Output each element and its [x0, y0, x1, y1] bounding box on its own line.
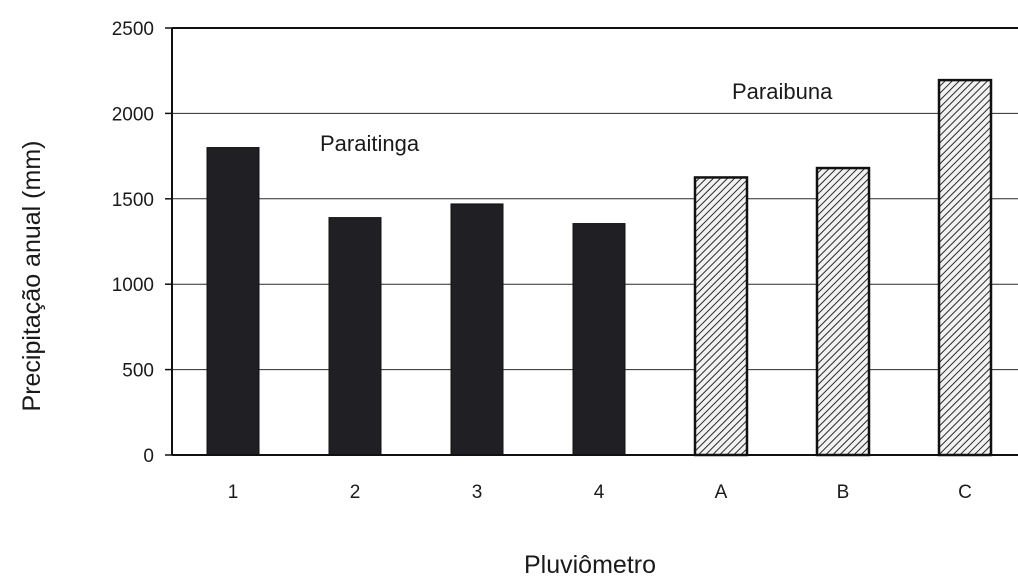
y-tick-label-2000: 2000 — [112, 104, 154, 125]
bar-c — [937, 78, 993, 457]
bar-1 — [206, 147, 260, 456]
group-label-paraibuna: Paraibuna — [732, 79, 833, 104]
y-tick-label-0: 0 — [143, 446, 154, 467]
y-tick-label-1500: 1500 — [112, 190, 154, 211]
bar-2 — [328, 217, 382, 456]
x-tick-label-2: 2 — [350, 482, 361, 503]
bar-b — [815, 166, 871, 457]
y-tick-label-500: 500 — [122, 361, 154, 382]
y-axis-title: Precipitação anual (mm) — [18, 141, 46, 412]
x-axis-title: Pluviômetro — [524, 551, 656, 579]
bar-3 — [450, 203, 504, 456]
x-tick-labels: 1 2 3 4 A B C — [228, 482, 972, 503]
x-tick-label-1: 1 — [228, 482, 239, 503]
bars — [206, 78, 993, 457]
y-tick-label-1000: 1000 — [112, 275, 154, 296]
x-tick-label-a: A — [715, 482, 728, 503]
y-tick-label-2500: 2500 — [112, 19, 154, 40]
x-tick-label-3: 3 — [472, 482, 483, 503]
x-tick-label-4: 4 — [594, 482, 605, 503]
bar-4 — [572, 223, 626, 456]
x-tick-label-b: B — [837, 482, 850, 503]
y-tick-labels: 0 500 1000 1500 2000 2500 — [112, 19, 172, 467]
group-label-paraitinga: Paraitinga — [320, 131, 420, 156]
x-tick-label-c: C — [958, 482, 972, 503]
bar-a — [693, 176, 749, 457]
